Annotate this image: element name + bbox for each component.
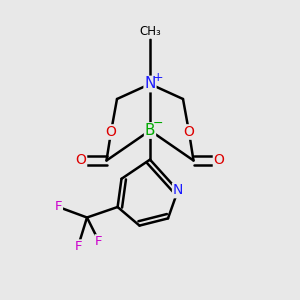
Text: F: F [55, 200, 62, 214]
Text: O: O [184, 125, 194, 139]
Text: O: O [214, 154, 224, 167]
Text: N: N [173, 184, 183, 197]
Text: B: B [145, 123, 155, 138]
Text: N: N [144, 76, 156, 92]
Text: O: O [106, 125, 116, 139]
Text: O: O [76, 154, 86, 167]
Text: +: + [153, 71, 164, 84]
Text: F: F [95, 235, 103, 248]
Text: CH₃: CH₃ [139, 25, 161, 38]
Text: −: − [153, 117, 164, 130]
Text: F: F [74, 240, 82, 253]
